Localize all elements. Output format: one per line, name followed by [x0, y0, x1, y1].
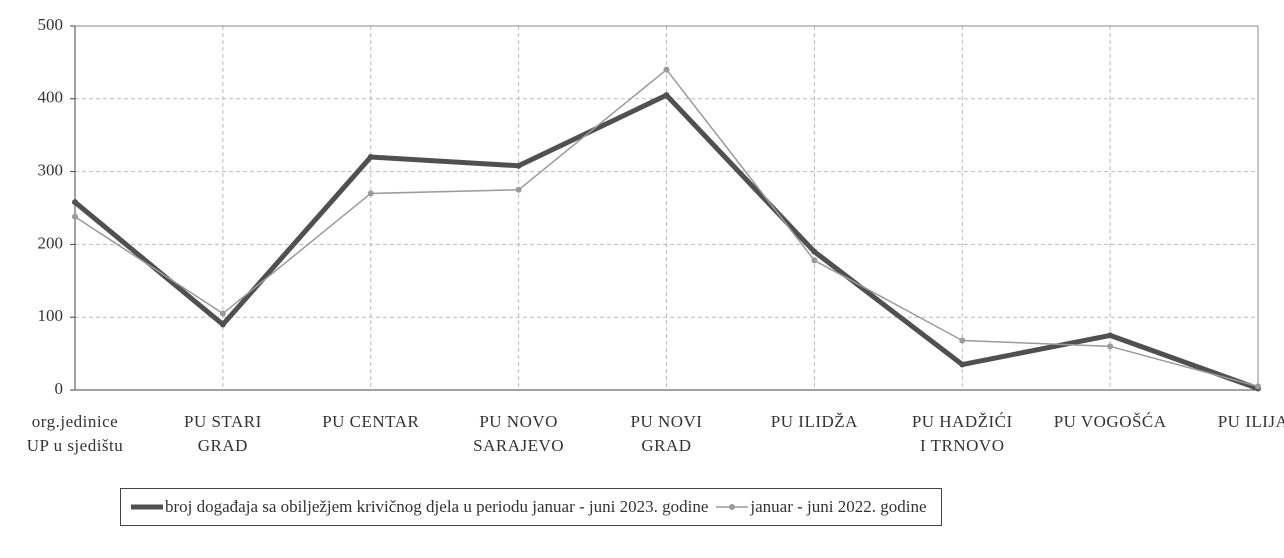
data-point [72, 199, 78, 206]
data-point [959, 337, 966, 344]
y-tick-label: 200 [38, 233, 64, 252]
x-tick-label: PU STARI GRAD [184, 412, 262, 455]
legend-marker [729, 504, 736, 510]
x-tick-label: PU CENTAR [322, 412, 420, 431]
x-tick-label: org.jedinice UP u sjedištu [26, 412, 124, 455]
legend: broj događaja sa obilježjem krivičnog dj… [120, 488, 942, 526]
x-tick-label: PU NOVI GRAD [630, 412, 703, 455]
y-tick-label: 300 [38, 161, 64, 180]
data-point [367, 154, 374, 161]
data-point [515, 186, 522, 193]
x-tick-label: PU ILIDŽA [770, 412, 858, 431]
legend-item: januar - juni 2022. godine [714, 497, 927, 517]
data-point [367, 190, 374, 197]
y-tick-label: 500 [38, 15, 64, 34]
data-point [219, 321, 226, 328]
legend-item: broj događaja sa obilježjem krivičnog dj… [129, 497, 708, 517]
legend-label: januar - juni 2022. godine [750, 497, 927, 516]
legend-label: broj događaja sa obilježjem krivičnog dj… [165, 497, 709, 516]
data-point [1107, 343, 1114, 350]
y-tick-label: 400 [38, 88, 64, 107]
y-tick-label: 100 [38, 306, 64, 325]
data-point [1107, 332, 1114, 339]
data-point [1255, 383, 1261, 390]
legend-swatch [131, 504, 163, 510]
y-tick-label: 0 [55, 379, 64, 398]
data-point [663, 66, 670, 73]
data-point [515, 162, 522, 169]
data-point [811, 248, 818, 255]
x-tick-label: PU ILIJAŠ [1217, 412, 1284, 431]
data-point [811, 257, 818, 264]
data-point [663, 92, 670, 99]
data-point [959, 361, 966, 368]
x-tick-label: PU HADŽIĆI I TRNOVO [911, 412, 1013, 455]
data-point [219, 310, 226, 317]
legend-swatch [716, 504, 749, 510]
data-point [72, 213, 78, 220]
x-tick-label: PU VOGOŠĆA [1053, 412, 1167, 431]
x-tick-label: PU NOVO SARAJEVO [473, 412, 565, 455]
